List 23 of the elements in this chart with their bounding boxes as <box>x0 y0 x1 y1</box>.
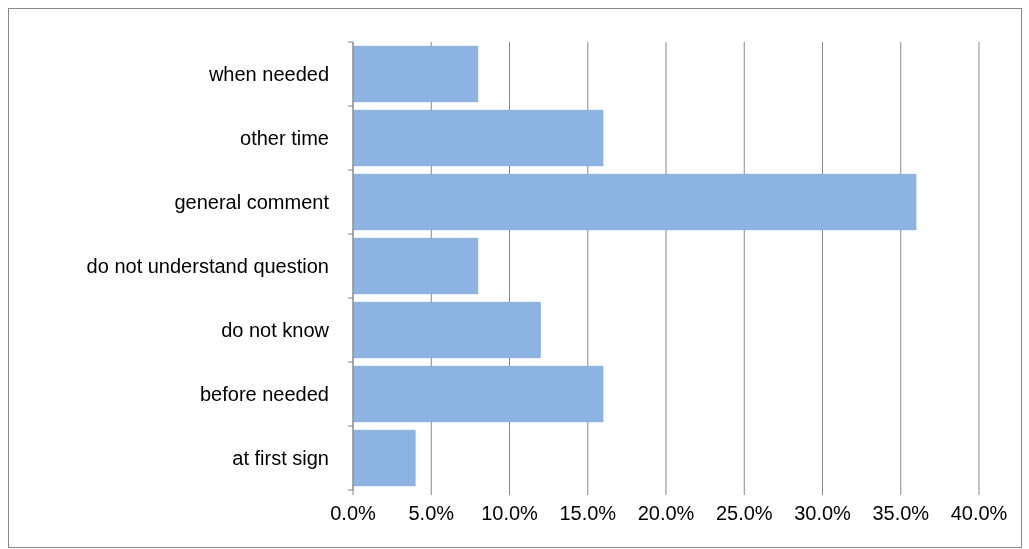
bar <box>353 301 541 359</box>
y-tick-label: when needed <box>207 63 329 85</box>
bar <box>353 429 416 487</box>
bar <box>353 237 479 295</box>
y-tick-label: do not understand question <box>86 255 329 277</box>
x-tick-label: 15.0% <box>559 502 617 524</box>
x-tick-label: 40.0% <box>950 502 1008 524</box>
bar <box>353 109 604 167</box>
x-tick-label: 0.0% <box>330 502 377 524</box>
x-tick-label: 5.0% <box>408 502 455 524</box>
y-tick-label: before needed <box>199 383 329 405</box>
x-tick-label: 30.0% <box>794 502 852 524</box>
y-tick-label: other time <box>240 127 329 149</box>
x-tick-label: 20.0% <box>637 502 695 524</box>
x-tick-label: 25.0% <box>715 502 773 524</box>
bar <box>353 365 604 423</box>
y-tick-label: at first sign <box>232 447 329 469</box>
x-tick-label: 35.0% <box>872 502 930 524</box>
y-tick-label: general comment <box>174 191 330 213</box>
bar <box>353 173 917 231</box>
x-tick-label: 10.0% <box>481 502 539 524</box>
y-tick-label: do not know <box>221 319 330 341</box>
bar <box>353 45 479 103</box>
